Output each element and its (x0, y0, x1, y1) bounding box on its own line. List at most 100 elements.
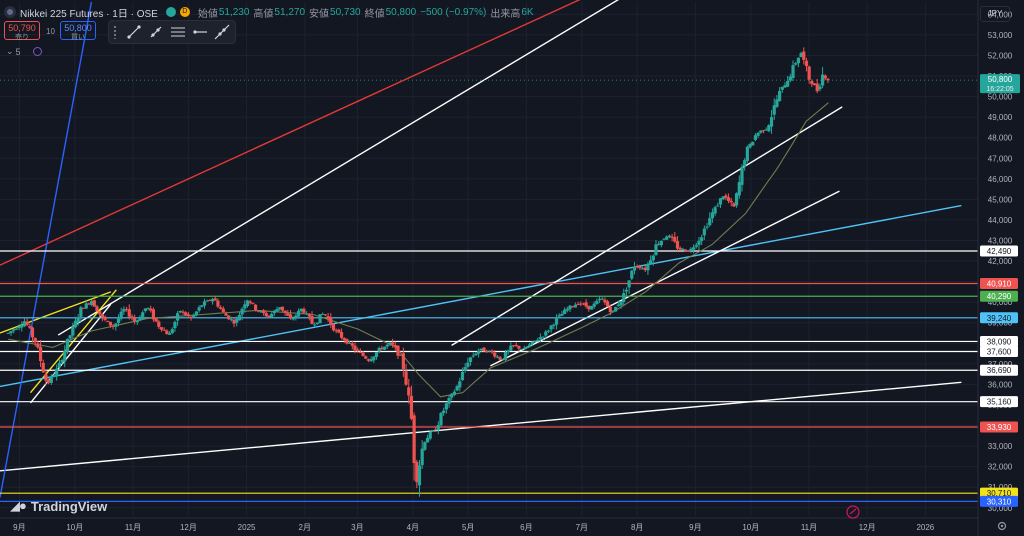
candle-body (326, 316, 330, 319)
ray-tool-icon[interactable] (147, 23, 166, 41)
settings-gear-icon[interactable] (997, 521, 1007, 531)
level-label-bg (980, 421, 1018, 433)
candle-body (216, 300, 220, 307)
candle-body (468, 357, 473, 362)
time-tick-label: 5月 (462, 523, 474, 532)
candle-body (17, 326, 21, 329)
candle-body (452, 391, 457, 395)
candle-body (657, 243, 661, 245)
candle-body (84, 303, 88, 309)
candle-body (337, 329, 341, 333)
extended-line-tool-icon[interactable] (213, 23, 232, 41)
high-label: 高値 (253, 8, 274, 20)
candle-body (291, 318, 295, 320)
candle-body (60, 359, 64, 363)
drag-handle-icon[interactable] (113, 25, 117, 39)
level-label-bg (980, 364, 1018, 376)
parallel-channel-tool-icon[interactable] (169, 23, 188, 41)
candle-body (178, 310, 182, 313)
candle-body (423, 442, 427, 450)
candle-body (694, 245, 698, 247)
candle-body (302, 309, 306, 313)
candle-body (361, 352, 365, 356)
candle-body (506, 350, 510, 353)
chevron-down-icon[interactable]: ⌄ (6, 46, 14, 56)
candle-body (272, 310, 276, 314)
candle-body (573, 304, 577, 308)
candle-body (262, 310, 266, 314)
candle-body (826, 78, 830, 81)
candle-body (412, 415, 416, 463)
trendline (0, 291, 112, 334)
candle-body (299, 308, 303, 312)
price-tick-label: 47,000 (988, 154, 1013, 163)
candle-body (568, 305, 572, 310)
level-label-bg (980, 346, 1018, 358)
trendline-tool-icon[interactable] (125, 23, 144, 41)
replay-icon[interactable] (846, 505, 860, 519)
drawing-toolbar (108, 20, 236, 44)
level-label-bg (980, 290, 1018, 302)
candle-body (310, 315, 314, 324)
candle-body (455, 386, 459, 391)
candle-body (737, 182, 741, 196)
candle-body (697, 240, 701, 245)
level-label: 36,690 (987, 366, 1012, 375)
candle-body (431, 430, 435, 432)
candle-body (6, 332, 10, 334)
candle-body (651, 255, 655, 261)
indicator-legend[interactable]: ⌄ 5 (6, 46, 42, 57)
candle-body (173, 321, 177, 329)
horizontal-ray-tool-icon[interactable] (191, 23, 210, 41)
candle-body (331, 324, 336, 331)
candle-body (458, 381, 462, 388)
candle-body (627, 280, 631, 288)
sell-button[interactable]: 50,790 売り (4, 21, 40, 41)
buy-button[interactable]: 50,800 買い (60, 21, 96, 41)
candle-body (79, 307, 83, 317)
candle-body (487, 350, 491, 352)
candle-body (603, 299, 607, 303)
candle-body (563, 309, 567, 315)
last-price-time: 16:22:05 (986, 86, 1013, 93)
candle-body (221, 308, 225, 313)
candle-body (305, 313, 309, 315)
candle-body (799, 53, 803, 58)
candle-body (307, 314, 311, 317)
candle-body (587, 305, 591, 310)
candle-body (315, 322, 319, 324)
candle-body (554, 317, 559, 325)
candle-body (675, 241, 680, 249)
candle-body (673, 237, 677, 242)
candle-body (783, 85, 787, 88)
candle-body (756, 132, 760, 136)
time-tick-label: 2025 (238, 523, 256, 532)
candle-body (721, 196, 725, 200)
currency-selector[interactable]: JPY (980, 6, 1010, 22)
sell-price: 50,790 (8, 23, 36, 33)
level-label-bg (980, 396, 1018, 408)
candle-body (584, 302, 588, 307)
candle-body (713, 207, 717, 214)
candle-body (718, 198, 723, 205)
candle-body (65, 338, 70, 352)
close-value: 50,800 (385, 6, 417, 18)
candle-body (176, 313, 180, 321)
candle-body (804, 60, 809, 67)
candle-body (159, 327, 164, 330)
candle-body (447, 398, 451, 404)
candle-body (391, 342, 395, 345)
candle-body (466, 362, 470, 367)
time-tick-label: 2026 (916, 523, 934, 532)
candle-body (235, 318, 239, 323)
candle-body (520, 349, 524, 351)
ma-line (8, 102, 829, 398)
high-value: 51,270 (274, 6, 306, 18)
symbol-title[interactable]: Nikkei 225 Futures · 1日 · OSE (20, 8, 158, 20)
price-tick-label: 45,000 (988, 195, 1013, 204)
indicator-circle-icon[interactable] (32, 47, 42, 56)
candle-body (404, 371, 408, 385)
candle-body (549, 325, 553, 330)
time-axis[interactable]: 9月 10月 11月 12月 2025 2月 3月 4月 5月 6月 7月 8月 9月 10月 11月 12月… (13, 523, 935, 532)
